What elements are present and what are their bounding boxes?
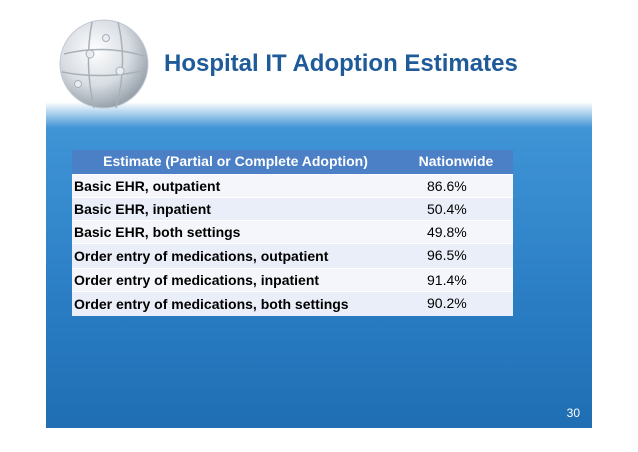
nationwide-cell: 86.6% <box>399 174 513 198</box>
nationwide-cell: 49.8% <box>399 220 513 244</box>
estimate-cell: Basic EHR, outpatient <box>72 174 399 198</box>
estimate-cell: Order entry of medications, inpatient <box>72 268 399 292</box>
table-row: Basic EHR, inpatient 50.4% <box>72 197 513 221</box>
table-row: Order entry of medications, inpatient 91… <box>72 268 513 292</box>
table-row: Basic EHR, outpatient 86.6% <box>72 174 513 198</box>
header-nationwide: Nationwide <box>399 150 513 175</box>
table-header-row: Estimate (Partial or Complete Adoption) … <box>72 150 513 175</box>
nationwide-cell: 91.4% <box>399 268 513 292</box>
table-row: Order entry of medications, outpatient 9… <box>72 243 513 269</box>
estimate-cell: Order entry of medications, outpatient <box>72 243 399 269</box>
adoption-table: Estimate (Partial or Complete Adoption) … <box>72 150 513 316</box>
estimate-cell: Basic EHR, inpatient <box>72 197 399 221</box>
estimate-cell: Order entry of medications, both setting… <box>72 291 399 316</box>
nationwide-cell: 50.4% <box>399 197 513 221</box>
table-row: Order entry of medications, both setting… <box>72 291 513 316</box>
slide: Hospital IT Adoption Estimates Estimate … <box>46 10 592 428</box>
estimate-cell: Basic EHR, both settings <box>72 220 399 244</box>
page-number: 30 <box>566 406 580 420</box>
table-row: Basic EHR, both settings 49.8% <box>72 220 513 244</box>
puzzle-globe-icon <box>59 19 149 109</box>
nationwide-cell: 90.2% <box>399 291 513 316</box>
slide-title: Hospital IT Adoption Estimates <box>164 50 518 77</box>
header-estimate: Estimate (Partial or Complete Adoption) <box>72 150 399 175</box>
nationwide-cell: 96.5% <box>399 243 513 269</box>
